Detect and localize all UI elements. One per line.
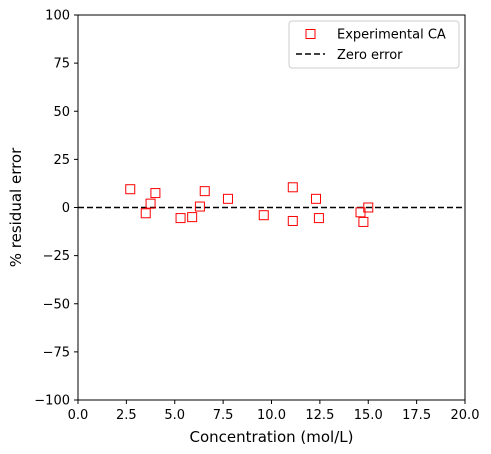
x-tick-label: 17.5	[402, 408, 431, 423]
x-tick-label: 0.0	[68, 408, 89, 423]
x-axis-ticks: 0.0 2.5 5.0 7.5 10.0 12.5 15.0 17.5 20.0	[68, 400, 480, 423]
data-point-experimental-ca	[199, 186, 210, 197]
data-point-experimental-ca	[313, 213, 324, 224]
x-tick-label: 20.0	[451, 408, 480, 423]
data-point-experimental-ca	[222, 193, 233, 204]
data-point-experimental-ca	[287, 182, 298, 193]
data-point-experimental-ca	[125, 184, 136, 195]
data-point-experimental-ca	[187, 212, 198, 223]
x-tick-label: 12.5	[305, 408, 334, 423]
y-tick-label: −75	[43, 345, 70, 360]
y-tick-label: 50	[53, 105, 70, 120]
x-tick-label: 10.0	[257, 408, 286, 423]
data-point-experimental-ca	[140, 208, 151, 219]
y-tick-label: −25	[43, 249, 70, 264]
legend: Experimental CA Zero error	[288, 20, 460, 69]
x-tick-label: 2.5	[116, 408, 137, 423]
y-tick-label: −100	[34, 394, 70, 409]
data-point-experimental-ca	[311, 193, 322, 204]
data-point-experimental-ca	[194, 201, 205, 212]
data-point-experimental-ca	[145, 198, 156, 209]
data-point-experimental-ca	[363, 202, 374, 213]
y-tick-label: 75	[53, 57, 70, 72]
points-layer	[125, 182, 374, 227]
y-tick-label: 100	[45, 9, 70, 24]
y-axis-ticks: −100 −75 −50 −25 0 25 50 75 100	[34, 9, 78, 409]
legend-frame	[288, 20, 460, 69]
y-axis-label: % residual error	[7, 147, 25, 267]
y-tick-label: 0	[62, 201, 70, 216]
plot-area: 0.0 2.5 5.0 7.5 10.0 12.5 15.0 17.5 20.0 −100 −75…	[34, 9, 479, 424]
data-point-experimental-ca	[150, 188, 161, 199]
data-point-experimental-ca	[175, 213, 186, 224]
y-tick-label: 25	[53, 153, 70, 168]
y-tick-label: −50	[43, 297, 70, 312]
x-tick-label: 5.0	[164, 408, 185, 423]
legend-marker-experimental	[305, 29, 316, 39]
data-point-experimental-ca	[287, 215, 298, 226]
legend-label-zero-error: Zero error	[337, 48, 403, 63]
legend-label-experimental: Experimental CA	[337, 28, 446, 43]
data-point-experimental-ca	[258, 210, 269, 221]
data-point-experimental-ca	[358, 216, 369, 227]
x-tick-label: 15.0	[354, 408, 383, 423]
x-tick-label: 7.5	[213, 408, 234, 423]
x-axis-label: Concentration (mol/L)	[190, 428, 354, 446]
